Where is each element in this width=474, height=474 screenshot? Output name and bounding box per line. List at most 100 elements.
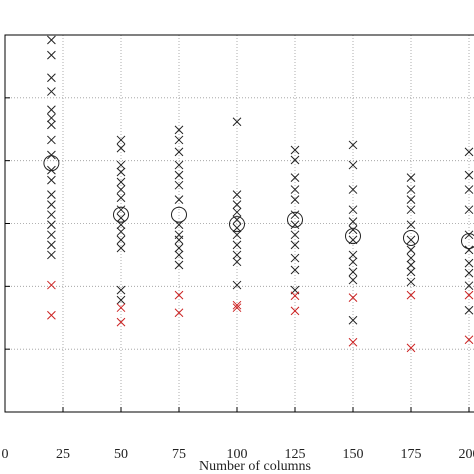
- cross-marker: [464, 230, 474, 240]
- cross-marker: [290, 185, 300, 194]
- cross-marker: [406, 245, 416, 255]
- cross-marker: [348, 160, 358, 170]
- cross-marker: [47, 210, 56, 220]
- cross-marker: [406, 343, 416, 353]
- cross-marker: [406, 260, 416, 270]
- cross-marker: [406, 235, 416, 245]
- cross-marker: [174, 195, 184, 204]
- cross-marker: [47, 220, 56, 230]
- cross-marker: [290, 265, 300, 275]
- cross-marker: [406, 185, 416, 194]
- cross-marker: [406, 173, 416, 182]
- cross-marker: [406, 267, 416, 277]
- x-tick-label: 25: [56, 447, 70, 462]
- cross-marker: [232, 117, 242, 127]
- cross-marker: [174, 170, 184, 180]
- cross-marker: [348, 225, 358, 235]
- cross-marker: [116, 185, 126, 194]
- cross-marker: [116, 167, 126, 177]
- x-tick-label: 50: [114, 447, 128, 462]
- cross-marker: [116, 243, 126, 253]
- cross-marker: [47, 105, 56, 115]
- cross-marker: [464, 268, 474, 278]
- cross-marker: [47, 190, 56, 199]
- x-tick-label: 200: [459, 447, 474, 462]
- cross-marker: [348, 140, 358, 150]
- cross-marker: [348, 257, 358, 267]
- cross-marker: [232, 240, 242, 250]
- cross-marker: [232, 223, 242, 233]
- cross-marker: [47, 113, 56, 123]
- cross-marker: [232, 190, 242, 199]
- cross-marker: [174, 290, 184, 300]
- plot-frame: [4, 34, 474, 413]
- cross-marker: [232, 207, 242, 217]
- cross-marker: [232, 200, 242, 210]
- cross-marker: [464, 305, 474, 315]
- cross-marker: [464, 185, 474, 194]
- cross-marker: [290, 155, 300, 165]
- cross-marker: [47, 73, 56, 83]
- cross-marker: [174, 308, 184, 318]
- cross-marker: [116, 135, 126, 145]
- cross-marker: [116, 303, 126, 313]
- cross-marker: [406, 205, 416, 215]
- cross-marker: [47, 310, 56, 320]
- circle-marker: [113, 206, 129, 223]
- cross-marker: [290, 210, 300, 220]
- cross-marker: [290, 291, 300, 301]
- cross-marker: [116, 193, 126, 203]
- cross-marker: [232, 250, 242, 260]
- cross-marker: [348, 337, 358, 347]
- cross-marker: [47, 35, 56, 45]
- cross-marker: [464, 258, 474, 268]
- cross-marker: [47, 87, 56, 96]
- cross-marker: [290, 253, 300, 263]
- cross-marker: [464, 335, 474, 345]
- cross-marker: [174, 260, 184, 270]
- circle-marker: [171, 206, 187, 223]
- cross-marker: [464, 170, 474, 180]
- cross-marker: [464, 147, 474, 157]
- x-tick-label: 150: [343, 447, 364, 462]
- cross-marker: [174, 235, 184, 245]
- cross-marker: [348, 267, 358, 277]
- circle-marker: [229, 216, 245, 233]
- cross-marker: [290, 240, 300, 250]
- cross-marker: [47, 135, 56, 145]
- cross-marker: [116, 235, 126, 245]
- cross-marker: [348, 293, 358, 302]
- circle-marker: [287, 211, 303, 228]
- cross-marker: [232, 300, 242, 310]
- cross-marker: [348, 185, 358, 194]
- cross-marker: [47, 175, 56, 185]
- cross-marker: [232, 257, 242, 267]
- x-tick-label: 75: [172, 447, 186, 462]
- cross-marker: [116, 227, 126, 237]
- x-tick-label: 125: [285, 447, 306, 462]
- cross-marker: [290, 306, 300, 316]
- cross-marker: [174, 135, 184, 145]
- cross-marker: [116, 317, 126, 327]
- circle-marker: [403, 229, 419, 246]
- cross-marker: [116, 285, 126, 295]
- cross-marker: [174, 147, 184, 157]
- cross-marker: [174, 160, 184, 170]
- cross-marker: [348, 250, 358, 260]
- cross-marker: [348, 315, 358, 325]
- cross-marker: [116, 213, 126, 223]
- cross-marker: [348, 205, 358, 215]
- cross-marker: [290, 195, 300, 204]
- circle-marker: [43, 155, 60, 172]
- cross-marker: [116, 177, 126, 187]
- cross-marker: [47, 240, 56, 250]
- cross-marker: [406, 290, 416, 300]
- cross-marker: [232, 303, 242, 313]
- cross-marker: [174, 243, 184, 253]
- cross-marker: [464, 290, 474, 300]
- cross-marker: [464, 205, 474, 215]
- cross-marker: [47, 165, 56, 175]
- cross-marker: [47, 50, 56, 60]
- cross-marker: [406, 220, 416, 230]
